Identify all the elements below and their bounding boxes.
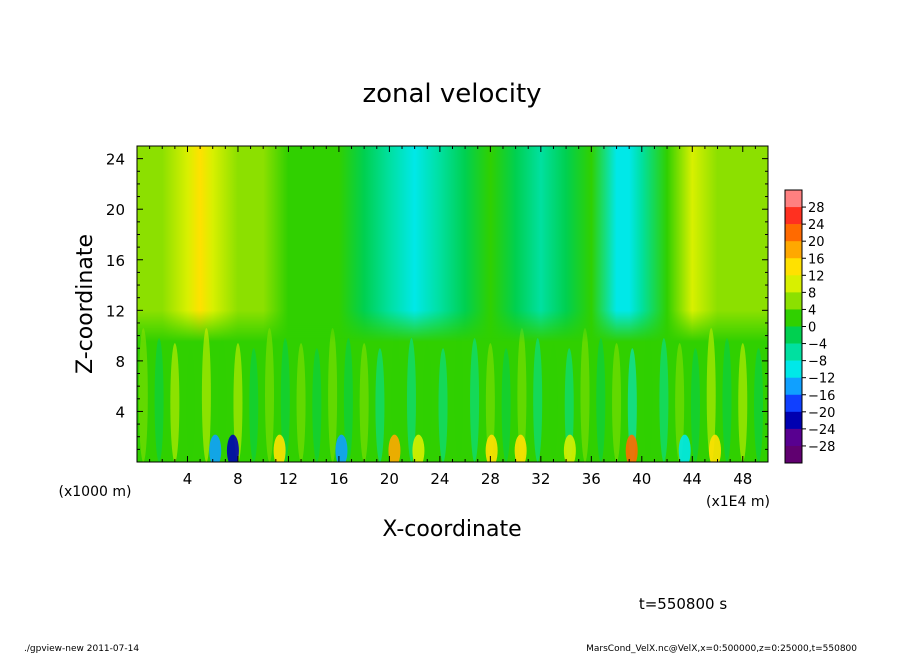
colorbar-label: 28 (808, 201, 825, 216)
colorbar-label: 8 (808, 286, 816, 301)
y-unit-note: (x1000 m) (59, 484, 132, 500)
bottom-blob (625, 434, 638, 462)
colorbar-segment (785, 360, 802, 378)
colorbar-label: 16 (808, 252, 825, 267)
colorbar-label: −4 (808, 338, 827, 353)
bottom-blob (708, 434, 721, 462)
bottom-blobs (209, 434, 721, 462)
x-axis-title: X-coordinate (382, 517, 521, 542)
y-axis-ticks: 4 8 12 16 20 24 (106, 151, 768, 450)
x-tick-label: 28 (481, 470, 500, 488)
x-tick-label: 40 (632, 470, 651, 488)
x-tick-label: 36 (582, 470, 601, 488)
y-tick-label: 4 (115, 403, 125, 421)
colorbar-label: −28 (808, 440, 835, 455)
colorbar-segment (785, 445, 802, 464)
y-tick-label: 16 (106, 252, 125, 270)
y-axis-title: Z-coordinate (73, 234, 98, 374)
colorbar-segment (785, 241, 802, 259)
heatmap-plot (137, 146, 768, 462)
colorbar-segment (785, 394, 802, 413)
colorbar-segment (785, 207, 802, 225)
colorbar-segment (785, 309, 802, 327)
footer-right: MarsCond_VelX.nc@VelX,x=0:500000,z=0:250… (586, 644, 857, 654)
bottom-blob (209, 434, 222, 462)
bottom-blob (388, 434, 401, 462)
colorbar-label: 12 (808, 269, 825, 284)
colorbar-label: 0 (808, 321, 816, 336)
colorbar-segment (785, 326, 802, 344)
colorbar-segment (785, 411, 802, 430)
bottom-blob (485, 434, 498, 462)
y-tick-label: 20 (106, 201, 125, 219)
colorbar-segment (785, 190, 802, 208)
colorbar-segment (785, 292, 802, 310)
chart-title: zonal velocity (362, 79, 541, 109)
colorbar-segment (785, 258, 802, 276)
colorbar-label: −20 (808, 406, 835, 421)
x-tick-label: 32 (531, 470, 550, 488)
y-tick-label: 8 (115, 353, 125, 371)
bottom-blob (335, 434, 348, 462)
colorbar-label: −16 (808, 389, 835, 404)
colorbar-label: 24 (808, 218, 825, 233)
x-tick-label: 24 (430, 470, 449, 488)
colorbar-label: −8 (808, 355, 827, 370)
colorbar-segment (785, 275, 802, 293)
heatmap-upper-layer (137, 146, 768, 462)
colorbar-segment (785, 343, 802, 361)
x-tick-label: 20 (380, 470, 399, 488)
time-stamp: t=550800 s (639, 595, 727, 613)
bottom-blob (678, 434, 691, 462)
y-tick-label: 12 (106, 302, 125, 320)
footer-left: ./gpview-new 2011-07-14 (24, 644, 139, 654)
colorbar-label: 20 (808, 235, 825, 250)
y-tick-label: 24 (106, 151, 125, 169)
x-tick-label: 48 (733, 470, 752, 488)
colorbar-label: −24 (808, 423, 835, 438)
bottom-blob (226, 434, 239, 462)
bottom-blob (514, 434, 527, 462)
colorbar: 28 24 20 16 12 8 4 0 −4 −8 −12 −16 −20 −24 −28 (784, 189, 835, 464)
x-axis-ticks: 4 8 12 16 20 24 28 32 36 40 44 48 (149, 146, 756, 488)
bottom-blob (412, 434, 425, 462)
colorbar-segment (785, 428, 802, 447)
colorbar-segment (785, 224, 802, 242)
x-tick-label: 8 (233, 470, 243, 488)
x-tick-label: 4 (183, 470, 193, 488)
x-tick-label: 16 (329, 470, 348, 488)
colorbar-segment (785, 377, 802, 396)
bottom-blob (273, 434, 286, 462)
x-tick-label: 44 (683, 470, 702, 488)
colorbar-label: 4 (808, 303, 816, 318)
colorbar-label: −12 (808, 372, 835, 387)
bottom-blob (563, 434, 576, 462)
x-tick-label: 12 (279, 470, 298, 488)
x-unit-note: (x1E4 m) (706, 494, 770, 510)
